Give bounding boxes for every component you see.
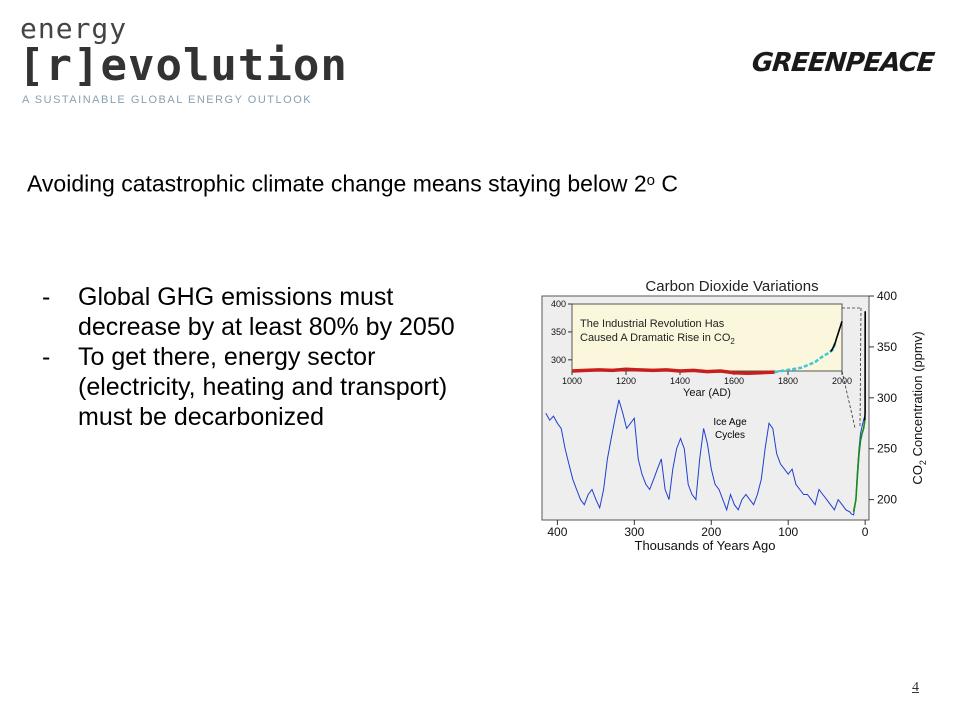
main-y-ticks: 200 250 300 350 400: [869, 289, 897, 507]
inset-x-tick-label: 1400: [670, 376, 690, 386]
bullet-text: To get there, energy sector (electricity…: [78, 343, 448, 431]
x-tick-label: 300: [624, 525, 644, 539]
y-tick-label: 300: [877, 391, 897, 405]
bullet-dash: -: [42, 283, 51, 311]
y-axis-label-rest: Concentration (ppmv): [910, 331, 925, 460]
y-axis-label: CO2 Concentration (ppmv): [910, 331, 928, 484]
inset-title-line2: Caused A Dramatic Rise in CO2: [580, 332, 735, 346]
degree-symbol: o: [646, 172, 655, 189]
x-tick-label: 400: [547, 525, 567, 539]
inset-measured-line: [830, 321, 843, 352]
y-axis-label-sub: 2: [918, 460, 928, 465]
inset-connector-right: [859, 307, 862, 429]
logo-tagline: A SUSTAINABLE GLOBAL ENERGY OUTLOOK: [22, 94, 313, 106]
main-series: [545, 311, 867, 516]
ice-age-label-1: Ice Age: [713, 417, 747, 428]
logo-revolution-text: [r]evolution: [18, 40, 348, 91]
inset-x-axis-label: Year (AD): [683, 387, 731, 399]
x-tick-label: 0: [862, 525, 869, 539]
inset-title-line1: The Industrial Revolution Has: [580, 318, 725, 330]
y-tick-label: 200: [877, 493, 897, 507]
inset-x-ticks: 1000 1200 1400 1600 1800 2000: [562, 371, 852, 386]
ice-age-co2-line: [545, 399, 866, 516]
bullet-item: - Global GHG emissions must decrease by a…: [42, 282, 462, 342]
bullet-list: - Global GHG emissions must decrease by a…: [42, 282, 462, 432]
x-axis-label: Thousands of Years Ago: [635, 538, 776, 553]
bullet-text: Global GHG emissions must decrease by at…: [78, 283, 455, 341]
inset-preindustrial-line: [571, 367, 775, 375]
headline-unit: C: [655, 170, 678, 197]
x-tick-label: 100: [778, 525, 798, 539]
ice-age-label-2: Cycles: [715, 430, 745, 441]
slide-headline: Avoiding catastrophic climate change mea…: [27, 170, 678, 198]
inset-x-tick-label: 2000: [832, 376, 852, 386]
x-tick-label: 200: [701, 525, 721, 539]
y-tick-label: 250: [877, 442, 897, 456]
co2-variations-chart: Carbon Dioxide Variations 200 250 300 350 40…: [541, 278, 928, 553]
inset-y-tick-label: 300: [551, 355, 566, 365]
greenpeace-logo: GREENPEACE: [750, 48, 936, 78]
modern-co2-line: [863, 311, 867, 421]
inset-x-tick-label: 1000: [562, 376, 582, 386]
inset-title-sub: 2: [730, 337, 735, 346]
bullet-dash: -: [42, 343, 51, 371]
chart-title: Carbon Dioxide Variations: [645, 278, 818, 295]
main-x-ticks: 400 300 200 100 0: [547, 520, 869, 539]
logo-energy-text: energy: [20, 12, 128, 45]
inset-x-tick-label: 1600: [724, 376, 744, 386]
inset-x-tick-label: 1800: [778, 376, 798, 386]
inset-x-tick-label: 1200: [616, 376, 636, 386]
page-number: 4: [912, 680, 919, 695]
y-axis-label-co: CO: [910, 465, 925, 485]
inset-y-tick-label: 400: [551, 299, 566, 309]
inset-series: [571, 321, 843, 375]
bullet-item: - To get there, energy sector (electricit…: [42, 342, 462, 432]
y-tick-label: 400: [877, 289, 897, 303]
headline-text: Avoiding catastrophic climate change mea…: [27, 170, 647, 197]
inset-y-tick-label: 350: [551, 327, 566, 337]
inset-y-ticks: 300 350 400: [551, 299, 572, 365]
inset-title-line2-text: Caused A Dramatic Rise in CO: [580, 332, 731, 344]
y-tick-label: 350: [877, 340, 897, 354]
holocene-co2-line: [852, 418, 866, 513]
